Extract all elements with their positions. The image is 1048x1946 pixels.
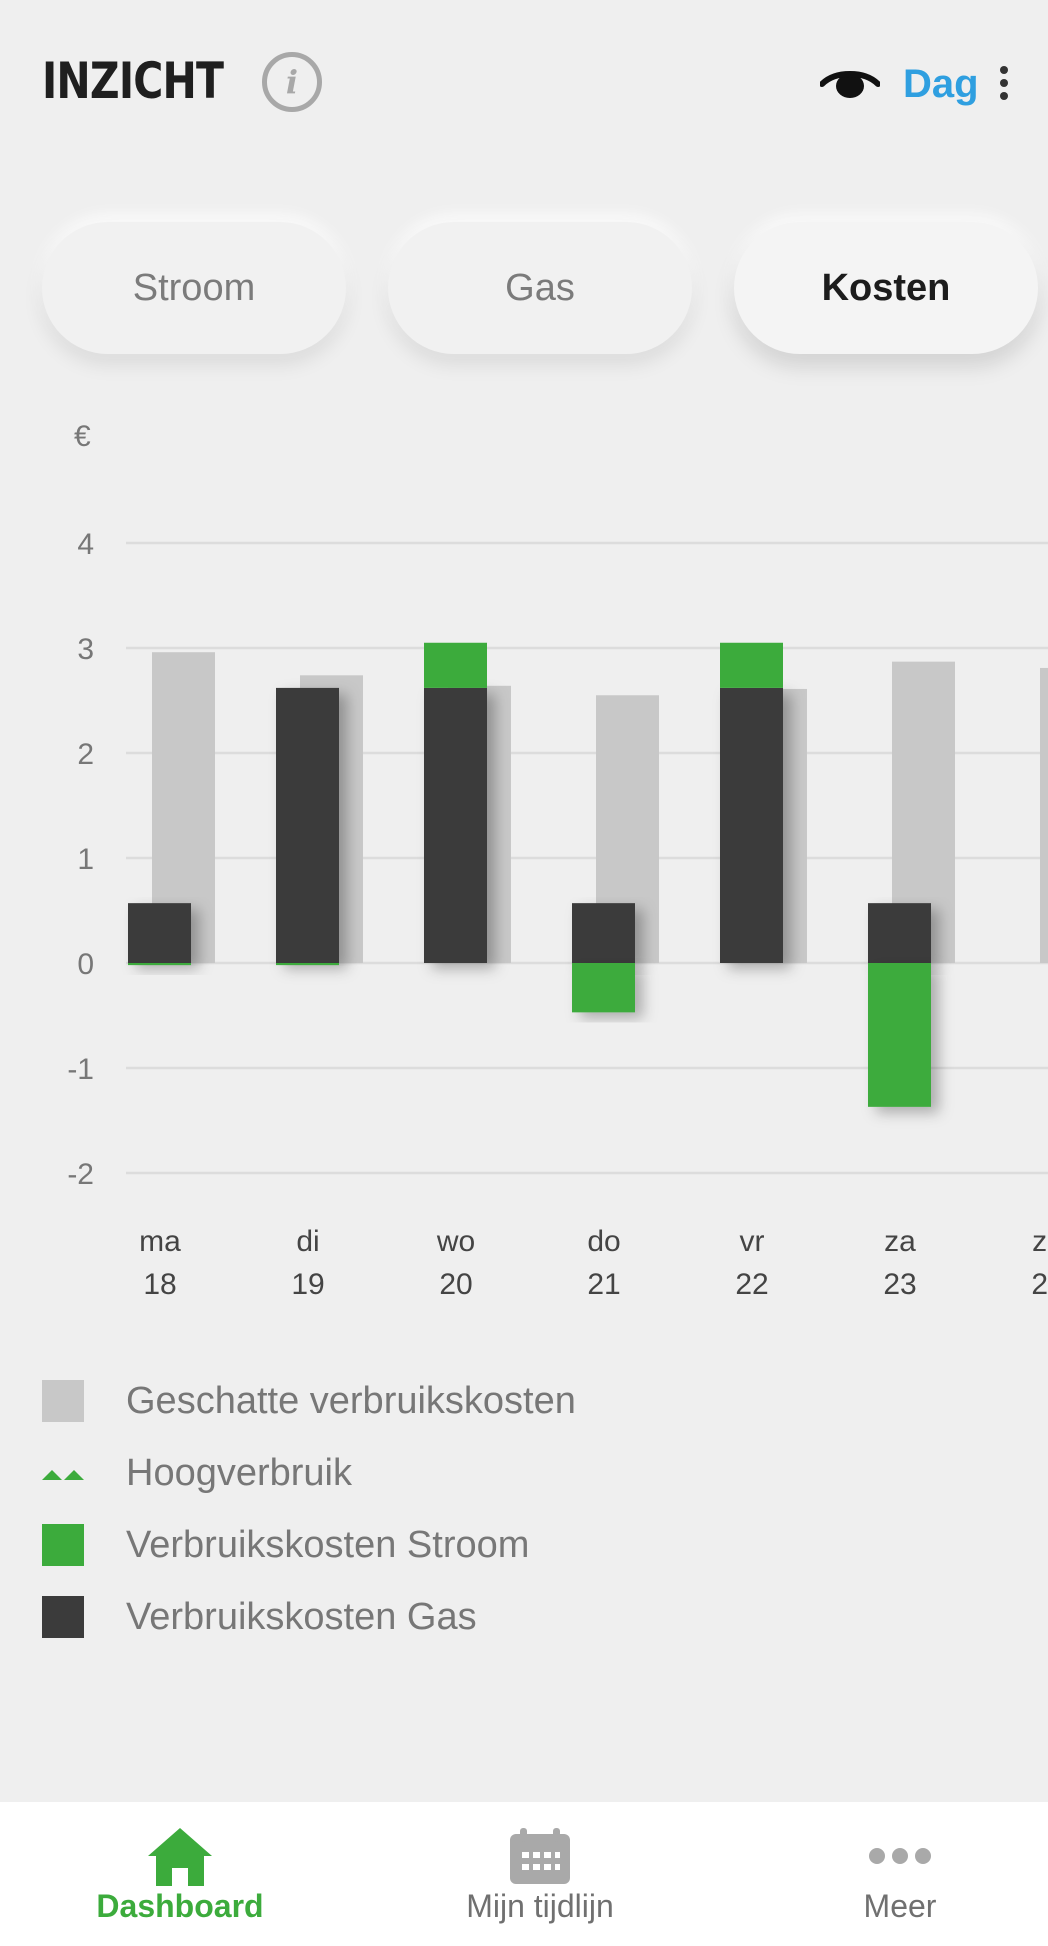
estimated-cost-bar[interactable] <box>1040 667 1048 963</box>
stroom-cost-bar[interactable] <box>276 963 339 966</box>
header: INZICHT i Dag <box>0 0 1048 170</box>
y-tick-label: -2 <box>67 1158 94 1191</box>
y-tick-label: 1 <box>77 843 94 876</box>
x-tick-date: 23 <box>883 1268 916 1301</box>
kebab-menu-icon[interactable] <box>997 66 1011 100</box>
x-tick-date: 19 <box>291 1268 324 1301</box>
legend-swatch-gas <box>42 1596 84 1638</box>
y-tick-label: -1 <box>67 1053 94 1086</box>
gas-cost-bar[interactable] <box>128 903 191 963</box>
legend-swatch-estimated <box>42 1380 84 1422</box>
legend-label: Verbruikskosten Gas <box>126 1596 477 1638</box>
gas-cost-bar[interactable] <box>572 903 635 963</box>
nav-dashboard[interactable]: Dashboard <box>0 1802 360 1946</box>
page-title: INZICHT <box>42 52 224 110</box>
y-tick-label: 4 <box>77 528 94 561</box>
info-icon[interactable]: i <box>262 52 322 112</box>
x-tick-date: 24 <box>1031 1268 1048 1301</box>
x-tick-date: 18 <box>143 1268 176 1301</box>
gas-cost-bar[interactable] <box>868 903 931 963</box>
x-tick-day: vr <box>740 1225 765 1258</box>
legend-label: Hoogverbruik <box>126 1452 352 1494</box>
y-axis-unit: € <box>74 420 91 453</box>
tab-gas[interactable]: Gas <box>388 222 692 354</box>
bottom-navigation: Dashboard Mijn tijdlijn Meer <box>0 1802 1048 1946</box>
x-tick-day: di <box>296 1225 319 1258</box>
x-tick-date: 22 <box>735 1268 768 1301</box>
stroom-cost-bar[interactable] <box>424 642 487 688</box>
x-tick-day: wo <box>436 1225 475 1258</box>
more-dots-icon <box>869 1848 931 1864</box>
x-tick-day: za <box>884 1225 916 1258</box>
x-tick-date: 20 <box>439 1268 472 1301</box>
legend-swatch-stroom <box>42 1524 84 1566</box>
nav-mijn-tijdlijn[interactable]: Mijn tijdlijn <box>360 1802 720 1946</box>
gas-cost-bar[interactable] <box>720 687 783 963</box>
nav-label: Mijn tijdlijn <box>466 1888 614 1924</box>
legend-label: Geschatte verbruikskosten <box>126 1380 576 1422</box>
tab-stroom[interactable]: Stroom <box>42 222 346 354</box>
x-tick-day: ma <box>139 1225 181 1258</box>
period-selector[interactable]: Dag <box>903 62 979 106</box>
y-tick-label: 3 <box>77 633 94 666</box>
stroom-cost-bar[interactable] <box>720 642 783 688</box>
stroom-cost-bar[interactable] <box>128 963 191 966</box>
y-tick-label: 0 <box>77 948 94 981</box>
gas-cost-bar[interactable] <box>424 687 487 963</box>
nav-label: Dashboard <box>96 1888 264 1924</box>
calendar-icon <box>510 1828 570 1884</box>
nav-meer[interactable]: Meer <box>720 1802 1048 1946</box>
eye-icon[interactable] <box>820 66 880 102</box>
x-tick-day: do <box>587 1225 620 1258</box>
tab-kosten[interactable]: Kosten <box>734 222 1038 354</box>
stroom-cost-bar[interactable] <box>572 963 635 1013</box>
x-tick-day: zo <box>1032 1225 1048 1258</box>
legend-label: Verbruikskosten Stroom <box>126 1524 530 1566</box>
y-tick-label: 2 <box>77 738 94 771</box>
x-tick-date: 21 <box>587 1268 620 1301</box>
stroom-cost-bar[interactable] <box>868 963 931 1107</box>
home-icon <box>148 1828 212 1886</box>
hoogverbruik-marker-icon <box>42 1470 84 1480</box>
gas-cost-bar[interactable] <box>276 687 339 963</box>
nav-label: Meer <box>863 1888 937 1924</box>
